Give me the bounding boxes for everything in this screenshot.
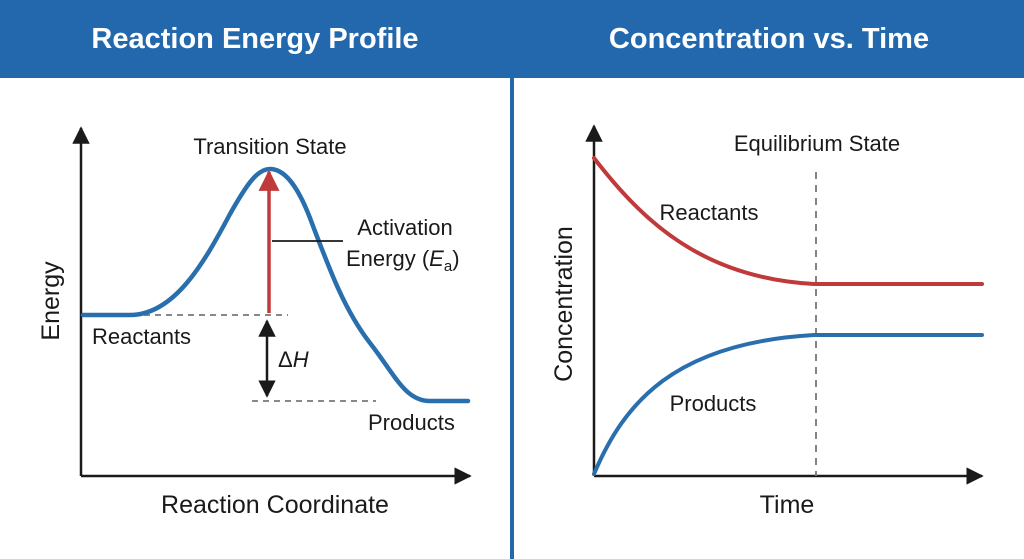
concentration-time-panel: Equilibrium State Reactants Products Con… [514,78,1024,559]
left-panel-title: Reaction Energy Profile [0,0,510,78]
activation-label-line2: Energy (Ea) [346,246,460,275]
reactants-curve-label: Reactants [659,200,758,225]
transition-state-label: Transition State [193,134,346,159]
energy-curve [80,166,471,404]
delta-h-label: ΔH [278,347,309,372]
right-panel-title: Concentration vs. Time [514,0,1024,78]
energy-profile-diagram: Transition State Activation Energy (Ea) … [37,126,472,519]
panel-divider [510,0,514,559]
products-curve-label: Products [670,391,757,416]
products-label: Products [368,410,455,435]
energy-profile-panel: Transition State Activation Energy (Ea) … [0,78,510,559]
reaction-coordinate-axis-label: Reaction Coordinate [161,491,389,519]
concentration-time-diagram: Equilibrium State Reactants Products Con… [550,124,984,519]
reactants-label: Reactants [92,324,191,349]
time-axis-label: Time [760,491,815,519]
activation-label-line1: Activation [357,215,452,240]
energy-axis-label: Energy [37,261,65,341]
equilibrium-state-label: Equilibrium State [734,131,900,156]
products-concentration-curve [592,333,984,476]
concentration-axis-label: Concentration [550,226,578,382]
reactants-concentration-curve [592,156,984,286]
